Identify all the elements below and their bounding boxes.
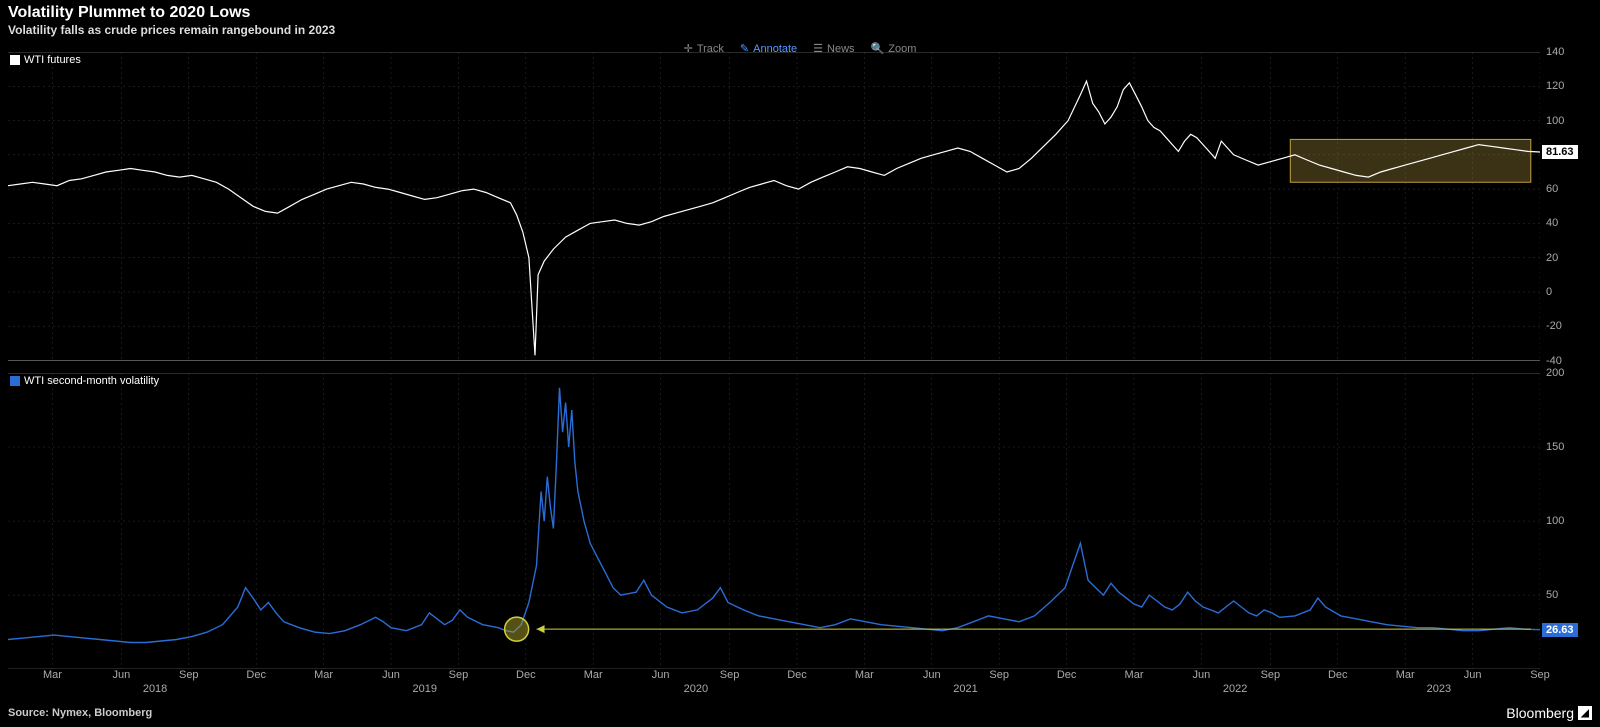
y-tick-label: -40 [1546, 355, 1562, 367]
futures-panel: WTI futures -40-2002040608010012014081.6… [8, 52, 1540, 361]
futures-legend-swatch [10, 55, 20, 65]
y-tick-label: 20 [1546, 252, 1558, 264]
pencil-icon: ✎ [740, 42, 749, 55]
toolbar-track-label: Track [697, 43, 724, 55]
x-tick-label: Sep [1261, 669, 1281, 681]
toolbar-annotate[interactable]: ✎ Annotate [732, 40, 805, 57]
x-year-label: 2018 [143, 683, 167, 695]
futures-legend-label: WTI futures [24, 54, 81, 66]
x-tick-label: Sep [1530, 669, 1550, 681]
volatility-value-badge: 26.63 [1542, 623, 1578, 637]
volatility-legend-label: WTI second-month volatility [24, 375, 159, 387]
x-tick-label: Mar [1125, 669, 1144, 681]
x-tick-label: Dec [787, 669, 807, 681]
toolbar-news[interactable]: ☰ News [805, 40, 862, 57]
zoom-icon: 🔍 [871, 42, 885, 55]
chart-footer: Source: Nymex, Bloomberg Bloomberg ◢ [8, 705, 1592, 721]
y-tick-label: 100 [1546, 115, 1564, 127]
x-tick-label: Dec [1057, 669, 1077, 681]
volatility-legend: WTI second-month volatility [10, 375, 159, 387]
chart-subtitle: Volatility falls as crude prices remain … [8, 23, 1592, 37]
x-tick-label: Dec [516, 669, 536, 681]
brand-icon: ◢ [1578, 706, 1592, 720]
x-year-label: 2022 [1223, 683, 1247, 695]
volatility-legend-swatch [10, 376, 20, 386]
y-tick-label: 60 [1546, 183, 1558, 195]
volatility-panel: WTI second-month volatility 501001502002… [8, 373, 1540, 669]
y-tick-label: 40 [1546, 217, 1558, 229]
x-tick-label: Jun [652, 669, 670, 681]
x-year-label: 2023 [1427, 683, 1451, 695]
x-tick-label: Dec [1328, 669, 1348, 681]
y-tick-label: 50 [1546, 589, 1558, 601]
futures-chart-svg[interactable] [8, 52, 1540, 361]
chart-header: Volatility Plummet to 2020 Lows Volatili… [0, 0, 1600, 39]
x-tick-label: Sep [720, 669, 740, 681]
x-tick-label: Mar [584, 669, 603, 681]
brand: Bloomberg ◢ [1506, 705, 1592, 721]
y-tick-label: 100 [1546, 515, 1564, 527]
y-tick-label: 150 [1546, 441, 1564, 453]
x-tick-label: Jun [382, 669, 400, 681]
futures-value-badge: 81.63 [1542, 145, 1578, 159]
toolbar-zoom[interactable]: 🔍 Zoom [863, 40, 925, 57]
x-axis: Mar Jun Sep Dec Mar Jun Sep Dec Mar Jun Sep Dec Mar J… [8, 669, 1540, 697]
x-tick-label: Mar [1396, 669, 1415, 681]
x-tick-label: Jun [112, 669, 130, 681]
x-tick-label: Mar [314, 669, 333, 681]
brand-label: Bloomberg [1506, 705, 1574, 721]
x-tick-label: Mar [855, 669, 874, 681]
volatility-chart-svg[interactable] [8, 373, 1540, 669]
chart-title: Volatility Plummet to 2020 Lows [8, 4, 1592, 22]
toolbar-news-label: News [827, 43, 855, 55]
x-year-label: 2021 [953, 683, 977, 695]
x-tick-label: Jun [1193, 669, 1211, 681]
x-year-label: 2019 [412, 683, 436, 695]
y-tick-label: -20 [1546, 320, 1562, 332]
x-tick-label: Sep [449, 669, 469, 681]
x-tick-label: Sep [179, 669, 199, 681]
y-tick-label: 140 [1546, 46, 1564, 58]
chart-toolbar: ✛ Track ✎ Annotate ☰ News 🔍 Zoom [676, 40, 925, 57]
y-tick-label: 120 [1546, 80, 1564, 92]
y-tick-label: 0 [1546, 286, 1552, 298]
x-year-label: 2020 [684, 683, 708, 695]
news-icon: ☰ [813, 42, 823, 55]
x-tick-label: Dec [246, 669, 266, 681]
toolbar-zoom-label: Zoom [888, 43, 916, 55]
x-tick-label: Jun [1464, 669, 1482, 681]
futures-legend: WTI futures [10, 54, 81, 66]
toolbar-annotate-label: Annotate [753, 43, 797, 55]
x-tick-label: Mar [43, 669, 62, 681]
x-tick-label: Jun [923, 669, 941, 681]
source-text: Source: Nymex, Bloomberg [8, 707, 152, 719]
crosshair-icon: ✛ [684, 42, 693, 55]
x-tick-label: Sep [989, 669, 1009, 681]
chart-container: WTI futures -40-2002040608010012014081.6… [8, 52, 1540, 669]
y-tick-label: 200 [1546, 367, 1564, 379]
toolbar-track[interactable]: ✛ Track [676, 40, 732, 57]
